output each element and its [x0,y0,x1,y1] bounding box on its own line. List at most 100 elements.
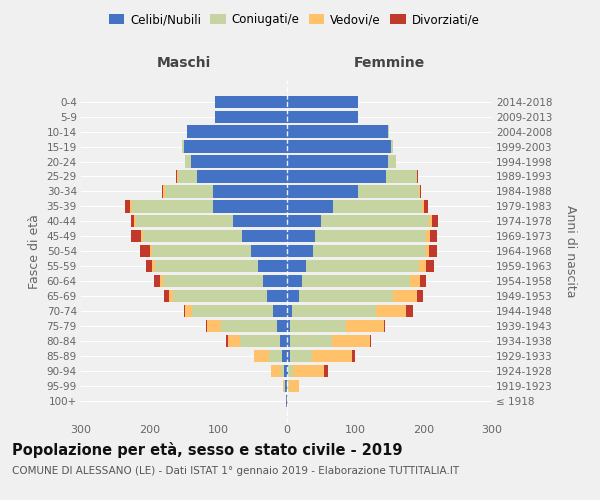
Bar [287,394,288,407]
Bar [287,260,305,272]
Bar [131,215,287,228]
Bar [287,156,396,168]
Bar [227,335,287,347]
Bar [185,156,287,168]
Bar [268,290,287,302]
Bar [287,186,420,198]
Bar [287,260,434,272]
Bar [187,126,287,138]
Bar [164,186,287,198]
Bar [287,170,386,182]
Bar [251,245,287,258]
Bar [287,305,413,317]
Bar [283,350,287,362]
Bar [284,365,287,377]
Bar [287,365,328,377]
Bar [286,394,287,407]
Bar [215,110,287,123]
Bar [184,305,287,317]
Bar [215,110,287,123]
Y-axis label: Anni di nascita: Anni di nascita [564,205,577,298]
Bar [287,365,288,377]
Legend: Celibi/Nubili, Coniugati/e, Vedovi/e, Divorziati/e: Celibi/Nubili, Coniugati/e, Vedovi/e, Di… [104,8,484,31]
Bar [187,126,287,138]
Bar [287,140,391,152]
Bar [287,186,358,198]
Bar [287,365,324,377]
Bar [287,126,388,138]
Bar [287,380,299,392]
Bar [287,170,418,182]
Text: COMUNE DI ALESSANO (LE) - Dati ISTAT 1° gennaio 2019 - Elaborazione TUTTITALIA.I: COMUNE DI ALESSANO (LE) - Dati ISTAT 1° … [12,466,459,476]
Bar [287,156,388,168]
Bar [286,394,287,407]
Bar [287,335,332,347]
Bar [240,335,287,347]
Bar [160,275,287,287]
Bar [125,200,287,212]
Bar [287,215,429,228]
Bar [287,275,302,287]
Bar [140,245,287,258]
Bar [242,230,287,242]
Bar [287,200,424,212]
Y-axis label: Fasce di età: Fasce di età [28,214,41,288]
Bar [131,200,287,212]
Bar [152,245,287,258]
Bar [287,245,437,258]
Bar [287,350,352,362]
Bar [287,380,299,392]
Bar [176,170,287,182]
Bar [207,320,287,332]
Bar [254,350,287,362]
Bar [287,200,422,212]
Bar [258,260,287,272]
Bar [287,290,423,302]
Bar [150,245,287,258]
Bar [287,290,418,302]
Bar [287,186,419,198]
Bar [185,156,287,168]
Bar [141,230,287,242]
Bar [287,110,358,123]
Bar [287,200,333,212]
Bar [287,305,406,317]
Bar [143,230,287,242]
Bar [287,365,293,377]
Bar [155,260,287,272]
Bar [130,200,287,212]
Bar [173,290,287,302]
Bar [187,126,287,138]
Bar [287,380,289,392]
Bar [177,170,287,182]
Bar [287,350,290,362]
Bar [163,275,287,287]
Bar [287,96,358,108]
Bar [263,275,287,287]
Bar [287,140,394,152]
Bar [287,215,433,228]
Bar [271,365,287,377]
Bar [182,140,287,152]
Bar [287,126,389,138]
Bar [215,96,287,108]
Bar [287,305,292,317]
Bar [287,275,420,287]
Bar [287,96,358,108]
Bar [185,156,287,168]
Bar [287,245,425,258]
Bar [215,110,287,123]
Bar [287,245,429,258]
Bar [287,320,385,332]
Bar [286,394,287,407]
Bar [287,126,389,138]
Bar [178,170,287,182]
Bar [254,350,287,362]
Bar [287,290,394,302]
Bar [273,305,287,317]
Bar [215,96,287,108]
Bar [185,305,287,317]
Bar [287,305,376,317]
Bar [212,200,287,212]
Bar [287,335,371,347]
